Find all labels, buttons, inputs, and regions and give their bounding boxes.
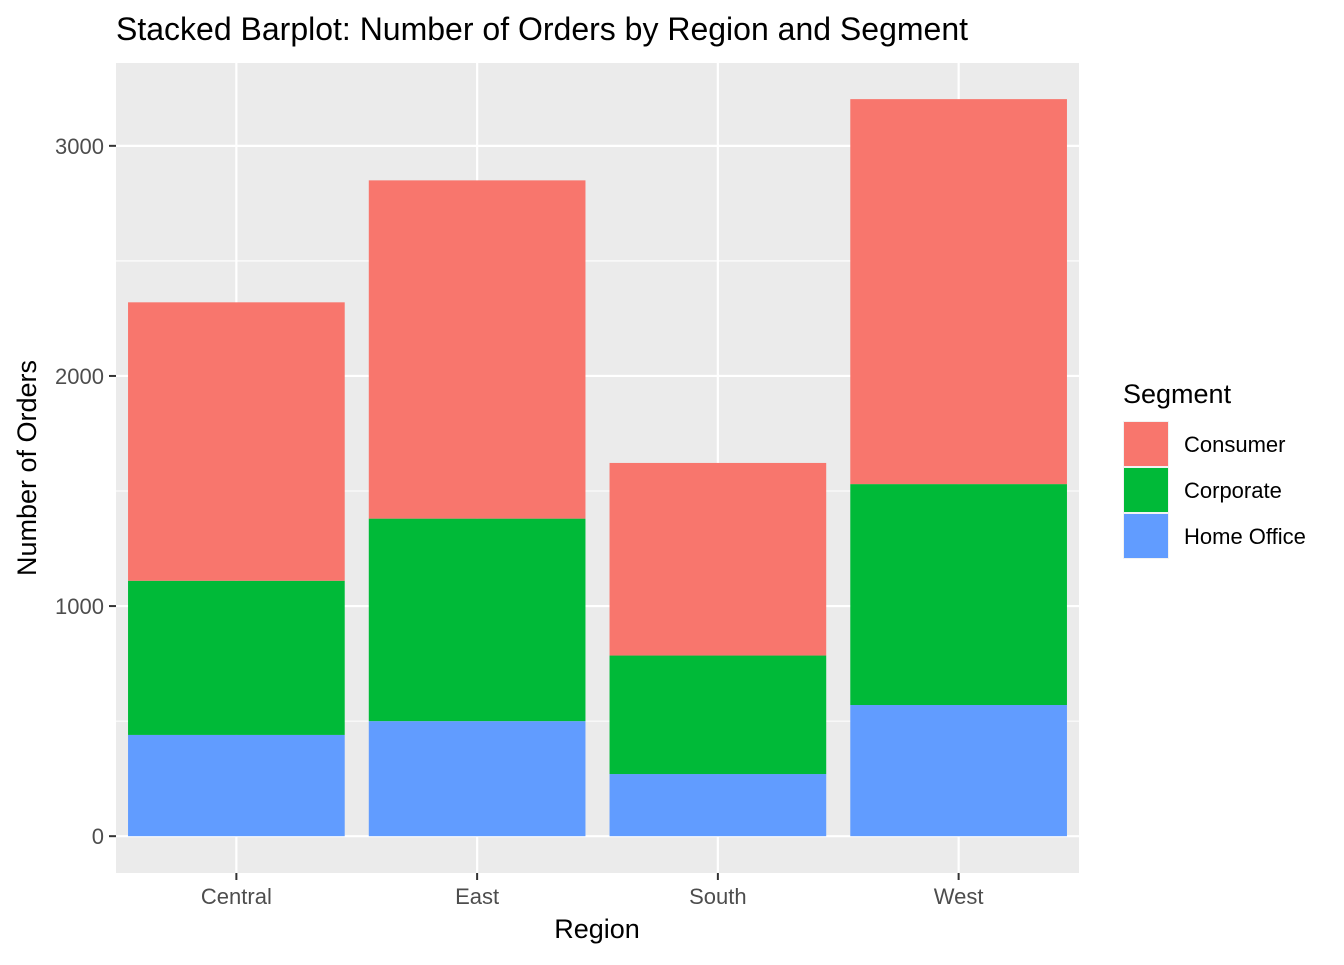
bar-south-corporate — [609, 655, 827, 775]
bar-east-corporate — [368, 518, 586, 722]
legend-key-consumer — [1124, 422, 1168, 466]
legend-title: Segment — [1123, 379, 1232, 409]
bar-west-corporate — [850, 484, 1067, 706]
legend-label-consumer: Consumer — [1184, 432, 1285, 457]
x-tick-label: East — [455, 884, 499, 909]
x-tick-label: West — [934, 884, 984, 909]
x-tick-label: Central — [201, 884, 272, 909]
legend-key-corporate — [1124, 468, 1168, 512]
y-axis-title: Number of Orders — [12, 360, 42, 576]
bars-group — [128, 99, 1067, 837]
bar-south-consumer — [609, 462, 827, 656]
axes-group: 0 1000 2000 3000 Central East South West — [55, 134, 983, 909]
bar-central-home-office — [128, 734, 345, 837]
y-tick-label: 3000 — [55, 134, 104, 159]
chart-title: Stacked Barplot: Number of Orders by Reg… — [116, 11, 968, 47]
legend: Segment Consumer Corporate Home Office — [1123, 379, 1306, 559]
bar-central-consumer — [128, 302, 345, 581]
bar-east-consumer — [368, 180, 586, 519]
legend-label-home-office: Home Office — [1184, 524, 1306, 549]
bar-south-home-office — [609, 774, 827, 837]
bar-central-corporate — [128, 580, 345, 735]
y-tick-label: 2000 — [55, 364, 104, 389]
x-axis-title: Region — [554, 914, 640, 944]
legend-key-home-office — [1124, 514, 1168, 558]
bar-east-home-office — [368, 721, 586, 837]
legend-label-corporate: Corporate — [1184, 478, 1282, 503]
y-tick-label: 0 — [92, 824, 104, 849]
x-tick-label: South — [689, 884, 747, 909]
y-tick-label: 1000 — [55, 594, 104, 619]
bar-west-home-office — [850, 705, 1067, 837]
bar-west-consumer — [850, 99, 1067, 485]
